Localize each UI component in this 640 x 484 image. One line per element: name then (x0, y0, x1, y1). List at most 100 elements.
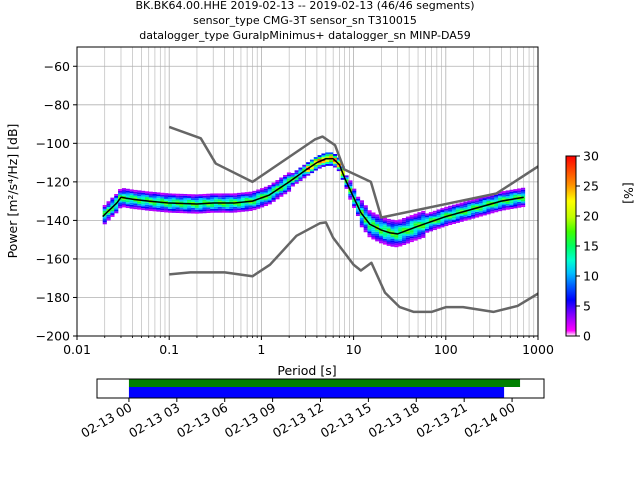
density-cell (321, 155, 326, 158)
density-cell (198, 196, 203, 199)
density-cell (167, 197, 173, 200)
density-cell (436, 209, 441, 212)
density-cell (394, 231, 399, 234)
density-cell (440, 213, 445, 216)
density-cell (509, 207, 514, 210)
density-cell (290, 176, 295, 179)
density-cell (417, 225, 422, 228)
density-cell (198, 194, 203, 197)
density-cell (371, 212, 376, 215)
density-cell (382, 233, 387, 235)
density-cell (221, 206, 226, 209)
density-cell (413, 221, 418, 224)
density-cell (183, 209, 188, 212)
density-cell (382, 221, 387, 224)
density-cell (252, 200, 257, 203)
density-cell (256, 201, 261, 203)
density-cell (275, 180, 280, 182)
density-cell (106, 212, 111, 215)
density-cell (213, 204, 219, 207)
density-cell (121, 188, 127, 191)
coverage-tick-label: 02-13 18 (366, 400, 422, 441)
density-cell (459, 217, 464, 220)
density-cell (118, 200, 123, 203)
density-cell (263, 196, 269, 199)
density-cell (164, 193, 169, 196)
density-cell (398, 232, 403, 235)
density-cell (390, 219, 395, 222)
density-cell (432, 220, 437, 223)
density-cell (233, 208, 238, 211)
density-cell (444, 220, 449, 223)
density-cell (175, 211, 180, 213)
density-cell (428, 225, 434, 228)
density-cell (198, 203, 203, 206)
density-cell (463, 203, 468, 206)
density-cell (390, 237, 395, 239)
density-cell (248, 207, 253, 210)
density-cell (294, 177, 299, 180)
density-cell (355, 202, 361, 205)
density-cell (217, 195, 222, 198)
density-cell (474, 209, 480, 212)
density-cell (210, 195, 215, 198)
y-tick-label: −140 (36, 213, 70, 228)
density-cell (275, 197, 280, 200)
density-cell (133, 203, 138, 206)
density-cell (225, 203, 230, 205)
density-cell (394, 241, 399, 244)
density-cell (206, 199, 211, 202)
density-cell (141, 198, 146, 201)
density-cell (382, 234, 387, 237)
density-cell (125, 190, 130, 193)
density-cell (118, 202, 123, 205)
density-cell (402, 221, 407, 224)
density-cell (275, 195, 280, 198)
density-cell (125, 188, 130, 191)
density-cell (367, 219, 372, 222)
density-cell (463, 207, 468, 210)
density-cell (114, 207, 119, 210)
density-cell (486, 197, 491, 199)
density-cell (490, 203, 495, 206)
density-cell (187, 201, 192, 204)
density-cell (317, 157, 322, 159)
density-cell (359, 202, 364, 205)
mean-curve (102, 158, 524, 235)
density-cell (478, 199, 483, 202)
density-cell (505, 192, 510, 195)
density-cell (240, 204, 245, 206)
density-cell (148, 191, 153, 194)
density-cell (306, 173, 311, 176)
density-cell (379, 237, 384, 240)
density-cell (252, 204, 257, 207)
density-cell (217, 204, 222, 207)
density-cell (474, 215, 480, 218)
density-cell (398, 219, 403, 222)
density-cell (386, 220, 391, 223)
density-cell (229, 193, 234, 196)
density-cell (490, 197, 495, 200)
density-cell (133, 191, 138, 194)
noise-models (168, 125, 538, 314)
density-cell (344, 183, 349, 186)
density-cell (459, 206, 464, 209)
density-cell (448, 207, 453, 210)
density-cell (513, 189, 518, 192)
density-cell (125, 192, 130, 195)
density-cell (286, 189, 292, 192)
density-cell (329, 152, 334, 155)
density-cell (294, 181, 299, 184)
density-cell (148, 209, 153, 211)
density-cell (210, 208, 215, 211)
density-cell (490, 199, 495, 202)
density-cell (106, 205, 111, 208)
density-cell (229, 208, 234, 211)
density-cell (156, 200, 161, 203)
density-cell (210, 206, 215, 209)
density-cell (402, 233, 407, 236)
density-cell (448, 219, 453, 222)
density-cell (494, 210, 499, 213)
density-cell (206, 193, 211, 196)
